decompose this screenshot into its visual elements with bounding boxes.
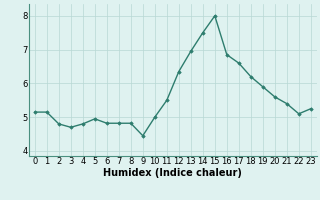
- X-axis label: Humidex (Indice chaleur): Humidex (Indice chaleur): [103, 168, 242, 178]
